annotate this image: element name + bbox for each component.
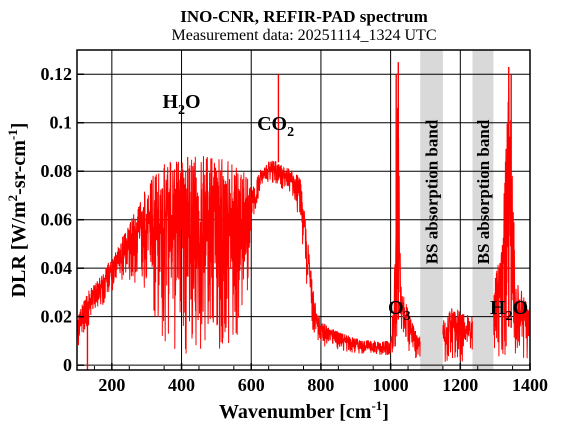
x-tick-label-3: 800 [307, 375, 334, 395]
band-label-2: BS absorption band [474, 119, 493, 264]
annotations-layer: H2O CO2 O3 H2O [162, 91, 528, 324]
chart-subtitle: Measurement data: 20251114_1324 UTC [172, 27, 437, 44]
annotation-h2o-left: H2O [162, 91, 200, 118]
y-tick-label-2: 0.04 [41, 258, 73, 278]
x-tick-label-1: 400 [168, 375, 195, 395]
annotation-h2o-right: H2O [490, 297, 528, 324]
y-tick-label-1: 0.02 [41, 307, 73, 327]
x-tick-label-0: 200 [98, 375, 125, 395]
y-axis-label: DLR [W/m2-sr-cm-1] [5, 123, 30, 298]
y-tick-label-6: 0.12 [41, 64, 73, 84]
absorption-band-1 [420, 50, 443, 370]
spectrum-series [76, 62, 531, 370]
x-tick-label-2: 600 [238, 375, 265, 395]
annotation-co2: CO2 [257, 113, 294, 140]
y-tick-label-0: 0 [63, 355, 72, 375]
ticks-layer: 200 400 600 800 1000 1200 1400 0 0.02 0.04 0.06 0.0… [41, 64, 549, 395]
x-axis-label: Wavenumber [cm-1] [219, 398, 389, 423]
chart-title: INO-CNR, REFIR-PAD spectrum [180, 7, 428, 26]
x-tick-label-5: 1200 [442, 375, 478, 395]
bands-layer: BS absorption band BS absorption band [420, 50, 494, 370]
x-tick-label-4: 1000 [373, 375, 409, 395]
y-tick-label-4: 0.08 [41, 161, 73, 181]
absorption-band-2 [472, 50, 494, 370]
y-tick-label-5: 0.1 [50, 113, 73, 133]
band-label-1: BS absorption band [423, 119, 442, 264]
y-tick-label-3: 0.06 [41, 210, 73, 230]
annotation-o3: O3 [388, 297, 411, 324]
x-tick-label-6: 1400 [512, 375, 548, 395]
